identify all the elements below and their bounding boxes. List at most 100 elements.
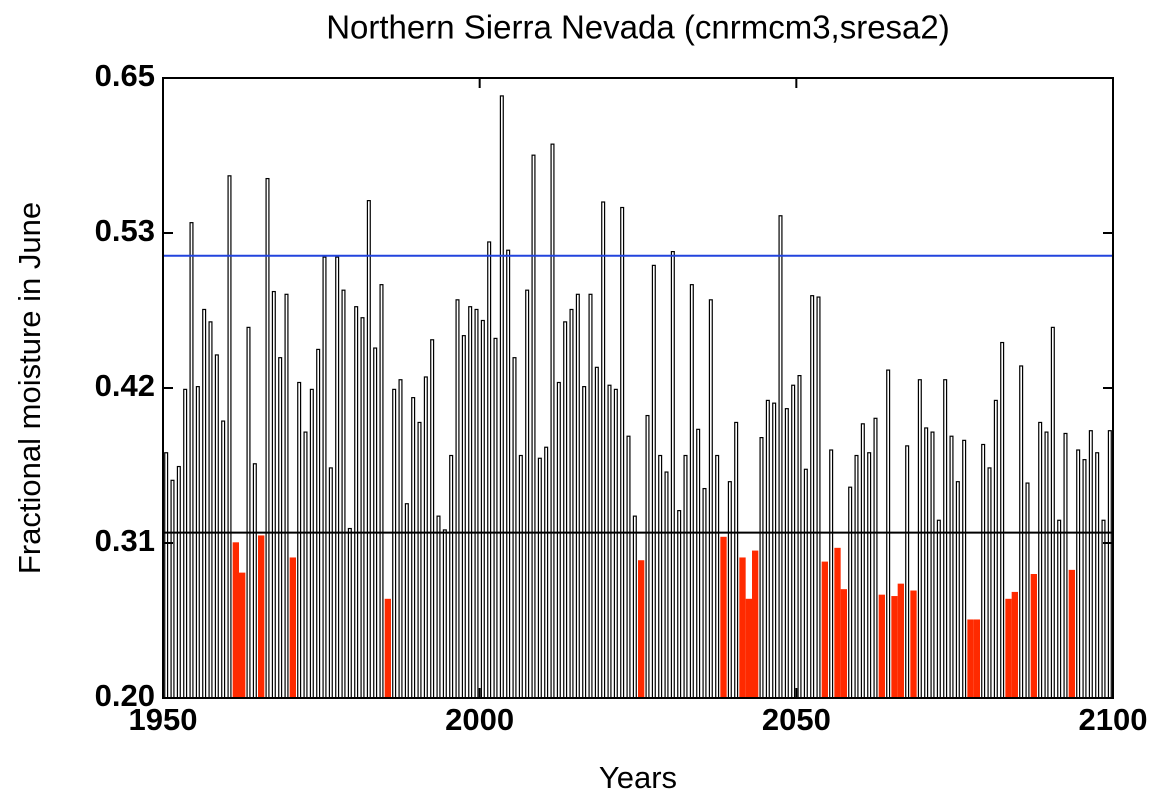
bar xyxy=(759,437,764,699)
y-tick-label: 0.20 xyxy=(95,678,155,713)
bar xyxy=(745,598,752,698)
bar xyxy=(848,486,853,699)
x-tick-label: 1950 xyxy=(129,702,198,737)
y-tick-label: 0.31 xyxy=(95,523,155,558)
bar xyxy=(797,375,802,699)
bar xyxy=(1068,569,1075,698)
bar xyxy=(677,510,682,699)
bar xyxy=(821,561,828,698)
bar xyxy=(917,379,922,699)
bar xyxy=(924,427,929,699)
bar xyxy=(715,454,720,699)
bar xyxy=(208,321,213,699)
bar xyxy=(455,299,460,699)
bar xyxy=(1000,341,1005,699)
bar xyxy=(575,293,580,699)
bar xyxy=(1038,421,1043,699)
bar xyxy=(556,381,561,699)
bar xyxy=(423,376,428,699)
bar xyxy=(1088,430,1093,699)
bar xyxy=(739,557,746,698)
y-tick-label: 0.42 xyxy=(95,368,155,403)
bar xyxy=(232,542,239,698)
bar xyxy=(613,388,618,699)
bar xyxy=(525,289,530,699)
bar xyxy=(328,467,333,699)
bar xyxy=(347,527,352,699)
bar xyxy=(620,206,625,699)
bar xyxy=(360,317,365,699)
bar xyxy=(1101,519,1106,699)
bar xyxy=(183,388,188,699)
bar xyxy=(840,589,847,698)
bar xyxy=(297,381,302,699)
bar xyxy=(252,463,257,699)
bar xyxy=(886,369,891,699)
bar xyxy=(772,402,777,699)
y-axis-label: Fractional moisture in June xyxy=(12,202,47,574)
bar xyxy=(214,354,219,699)
bar xyxy=(544,446,549,699)
bar xyxy=(689,284,694,699)
bar xyxy=(1076,449,1081,699)
bar xyxy=(531,154,536,699)
bar xyxy=(910,590,917,698)
bar xyxy=(493,337,498,699)
bar xyxy=(588,293,593,699)
x-tick-label: 2050 xyxy=(762,702,831,737)
bar xyxy=(791,384,796,699)
bar xyxy=(512,357,517,699)
bar xyxy=(891,596,898,698)
bar xyxy=(176,465,181,699)
bar xyxy=(878,594,885,698)
bar xyxy=(601,201,606,699)
bar xyxy=(170,479,175,699)
bar xyxy=(1025,482,1030,699)
bar xyxy=(993,399,998,699)
bar xyxy=(720,536,727,698)
bar xyxy=(335,256,340,699)
bar xyxy=(943,379,948,699)
x-tick-label: 2000 xyxy=(445,702,514,737)
bar xyxy=(930,431,935,699)
bar xyxy=(569,308,574,699)
bar xyxy=(278,357,283,699)
bar xyxy=(626,435,631,699)
bar xyxy=(411,397,416,699)
bar xyxy=(658,454,663,699)
bar xyxy=(752,550,759,698)
bar xyxy=(341,289,346,699)
bar xyxy=(1005,598,1012,698)
bar xyxy=(936,519,941,699)
bar xyxy=(867,452,872,699)
bar xyxy=(430,339,435,699)
bar xyxy=(1030,574,1037,698)
bar xyxy=(258,535,265,698)
bar xyxy=(702,487,707,699)
bar xyxy=(582,386,587,699)
bar xyxy=(480,319,485,699)
bar xyxy=(778,215,783,699)
bar xyxy=(506,249,511,699)
bar xyxy=(1107,430,1112,699)
chart-title: Northern Sierra Nevada (cnrmcm3,sresa2) xyxy=(326,9,950,46)
bar xyxy=(1011,591,1018,698)
bar xyxy=(246,326,251,699)
bar xyxy=(696,428,701,699)
bar xyxy=(1044,431,1049,699)
bar xyxy=(784,408,789,699)
bar xyxy=(384,598,391,698)
bar xyxy=(227,175,232,699)
bar xyxy=(392,388,397,699)
bar xyxy=(834,547,841,698)
bar xyxy=(897,583,904,698)
x-axis-label: Years xyxy=(599,760,677,795)
bar xyxy=(632,515,637,699)
bar xyxy=(638,560,645,698)
bar xyxy=(474,308,479,699)
bar xyxy=(316,348,321,699)
bar xyxy=(607,384,612,699)
bar xyxy=(518,454,523,699)
bar xyxy=(967,619,974,698)
